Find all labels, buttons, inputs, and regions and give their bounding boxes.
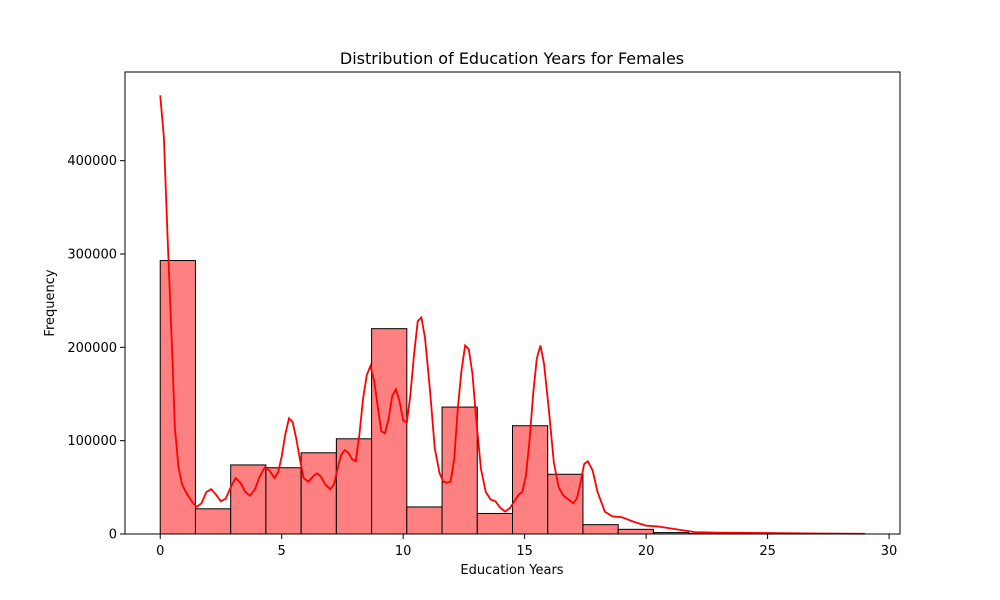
histogram-bar — [441, 406, 478, 535]
x-tick-label: 20 — [638, 544, 655, 559]
histogram-bar — [371, 328, 408, 535]
x-tick-label: 10 — [395, 544, 412, 559]
y-tick-label: 0 — [109, 528, 117, 543]
histogram-bar — [476, 512, 514, 535]
x-tick-label: 0 — [156, 544, 164, 559]
x-axis-ticks: 0 5 10 15 20 25 30 — [156, 534, 897, 559]
histogram-bar — [159, 260, 196, 535]
x-tick-label: 15 — [516, 544, 533, 559]
histogram-bar — [194, 508, 232, 535]
histogram-bar — [617, 528, 654, 535]
plot-frame — [124, 71, 901, 535]
y-tick-label: 400000 — [67, 154, 117, 169]
y-tick-label: 100000 — [67, 434, 117, 449]
histogram-bar — [300, 452, 337, 535]
histogram-bar — [547, 473, 584, 535]
kde-line — [159, 95, 865, 535]
chart-title: Distribution of Education Years for Fema… — [340, 49, 684, 68]
bars-group — [159, 260, 866, 535]
x-axis-label: Education Years — [460, 563, 563, 578]
histogram-bar — [265, 467, 302, 535]
y-tick-label: 300000 — [67, 248, 117, 263]
histogram-bar — [406, 506, 443, 535]
x-tick-label: 25 — [759, 544, 776, 559]
y-tick-label: 200000 — [67, 341, 117, 356]
y-axis-ticks: 0 100000 200000 300000 400000 — [67, 154, 125, 543]
x-tick-label: 30 — [881, 544, 898, 559]
y-axis-label: Frequency — [43, 269, 58, 336]
x-tick-label: 5 — [278, 544, 286, 559]
histogram-bar — [582, 524, 619, 535]
